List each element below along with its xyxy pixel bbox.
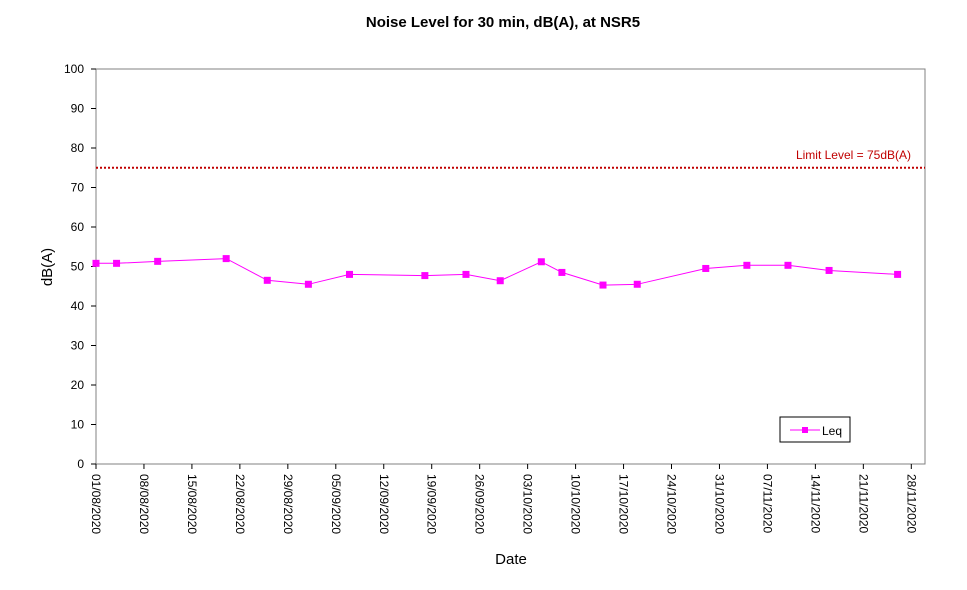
x-tick-label: 03/10/2020 (521, 474, 535, 534)
x-tick-label: 22/08/2020 (233, 474, 247, 534)
x-tick-label: 08/08/2020 (137, 474, 151, 534)
x-tick-label: 19/09/2020 (425, 474, 439, 534)
y-axis-title: dB(A) (39, 248, 56, 286)
x-tick-label: 07/11/2020 (760, 474, 774, 533)
y-tick-label: 60 (71, 220, 85, 234)
x-tick-label: 01/08/2020 (89, 474, 103, 534)
data-point (599, 281, 607, 289)
data-point (222, 255, 230, 263)
y-tick-label: 20 (71, 378, 85, 392)
data-point (421, 272, 429, 280)
y-tick-label: 50 (71, 260, 85, 274)
y-tick-label: 30 (71, 339, 85, 353)
data-point (825, 266, 833, 274)
legend-label-leq: Leq (822, 424, 842, 438)
x-tick-label: 21/11/2020 (856, 474, 870, 533)
x-tick-label: 26/09/2020 (473, 474, 487, 534)
x-tick-label: 28/11/2020 (904, 474, 918, 533)
x-tick-label: 10/10/2020 (569, 474, 583, 534)
y-tick-label: 0 (77, 457, 84, 471)
data-point (537, 258, 545, 266)
x-tick-label: 12/09/2020 (377, 474, 391, 534)
data-point (702, 264, 710, 272)
limit-label: Limit Level = 75dB(A) (796, 148, 911, 162)
data-point (496, 277, 504, 285)
data-point (263, 276, 271, 284)
data-point (743, 261, 751, 269)
series-layer (92, 255, 902, 289)
reference-lines: Limit Level = 75dB(A) (96, 148, 925, 169)
y-tick-label: 10 (71, 418, 85, 432)
y-tick-label: 70 (71, 181, 85, 195)
data-point (558, 268, 566, 276)
data-point (784, 261, 792, 269)
data-point (345, 270, 353, 278)
x-tick-label: 17/10/2020 (617, 474, 631, 534)
x-tick-label: 31/10/2020 (712, 474, 726, 534)
x-tick-label: 05/09/2020 (329, 474, 343, 534)
data-point (154, 257, 162, 265)
data-point (113, 259, 121, 267)
x-axis-title: Date (495, 551, 527, 568)
data-point (633, 280, 641, 288)
chart-title: Noise Level for 30 min, dB(A), at NSR5 (366, 14, 640, 31)
y-tick-label: 80 (71, 141, 85, 155)
data-point (92, 259, 100, 267)
y-axis: 0 10 20 30 40 50 60 70 80 90 100 (64, 62, 96, 471)
x-tick-label: 15/08/2020 (185, 474, 199, 534)
y-tick-label: 100 (64, 62, 84, 76)
x-tick-label: 24/10/2020 (665, 474, 679, 534)
data-point (462, 270, 470, 278)
legend-marker (802, 427, 808, 433)
y-tick-label: 90 (71, 102, 85, 116)
legend: Leq (779, 416, 851, 443)
x-axis: 01/08/2020 08/08/2020 15/08/2020 22/08/2020… (89, 464, 918, 534)
x-tick-label: 14/11/2020 (808, 474, 822, 533)
data-point (304, 280, 312, 288)
x-tick-label: 29/08/2020 (281, 474, 295, 534)
data-point (894, 270, 902, 278)
y-tick-label: 40 (71, 299, 85, 313)
